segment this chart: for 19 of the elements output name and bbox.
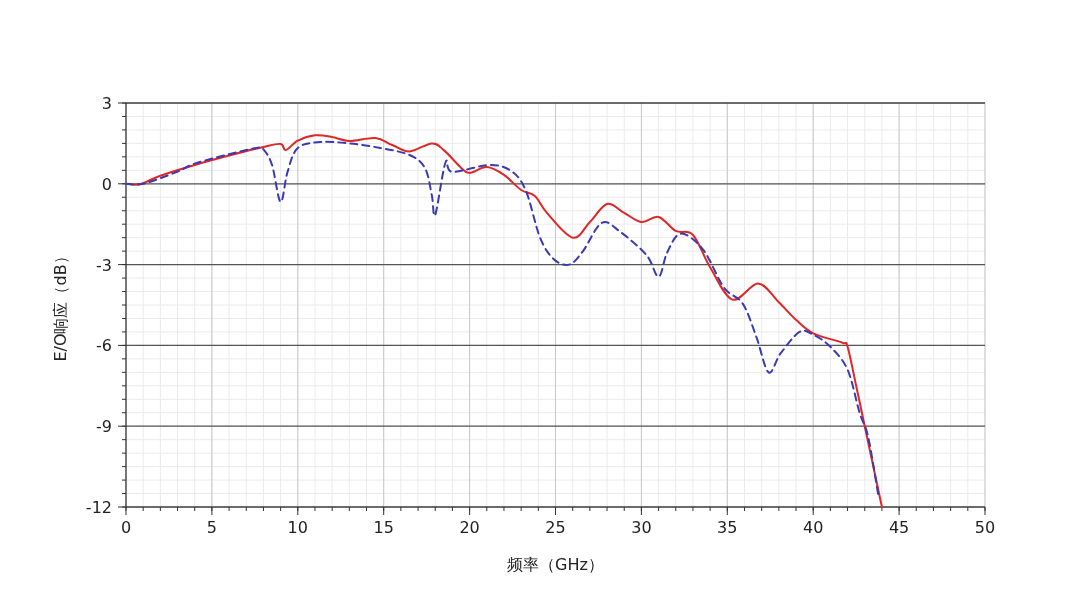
- y-tick-label: -3: [96, 255, 112, 275]
- x-tick-label: 10: [287, 518, 308, 537]
- x-tick-label: 35: [717, 518, 738, 537]
- x-tick-label: 30: [631, 518, 652, 537]
- x-tick-label: 5: [206, 518, 217, 537]
- y-tick-label: -6: [96, 336, 112, 356]
- y-tick-label: 3: [101, 94, 112, 113]
- x-tick-label: 50: [974, 518, 996, 537]
- y-tick-label: -12: [85, 498, 112, 517]
- y-tick-label: 0: [101, 174, 112, 194]
- x-tick-label: 45: [888, 518, 910, 537]
- x-tick-label: 25: [545, 518, 566, 537]
- x-tick-label: 0: [120, 518, 132, 537]
- y-axis-title: E/O响应（dB）: [51, 248, 70, 362]
- x-tick-label: 40: [803, 518, 824, 537]
- x-axis-title: 频率（GHz）: [507, 555, 604, 574]
- x-tick-label: 20: [459, 518, 480, 537]
- y-tick-label: -9: [96, 417, 112, 437]
- x-tick-label: 15: [373, 518, 394, 537]
